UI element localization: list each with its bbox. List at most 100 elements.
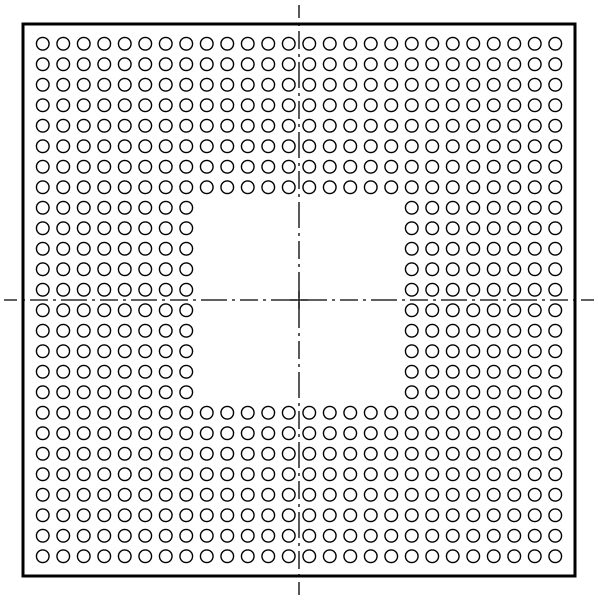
ball-pad bbox=[118, 37, 131, 50]
ball-pad bbox=[405, 406, 418, 419]
ball-pad bbox=[405, 509, 418, 522]
ball-pad bbox=[77, 160, 90, 173]
ball-pad bbox=[405, 304, 418, 317]
ball-pad bbox=[180, 488, 193, 501]
ball-pad bbox=[36, 365, 49, 378]
ball-pad bbox=[467, 345, 480, 358]
ball-pad bbox=[36, 119, 49, 132]
ball-pad bbox=[446, 99, 459, 112]
ball-pad bbox=[180, 324, 193, 337]
ball-pad bbox=[508, 37, 521, 50]
ball-pad bbox=[262, 488, 275, 501]
ball-pad bbox=[282, 181, 295, 194]
ball-pad bbox=[549, 78, 562, 91]
ball-pad bbox=[508, 181, 521, 194]
ball-pad bbox=[426, 406, 439, 419]
ball-pad bbox=[508, 283, 521, 296]
ball-pad bbox=[241, 37, 254, 50]
ball-pad bbox=[323, 119, 336, 132]
ball-pad bbox=[426, 119, 439, 132]
ball-pad bbox=[549, 181, 562, 194]
ball-pad bbox=[180, 283, 193, 296]
ball-pad bbox=[508, 488, 521, 501]
ball-pad bbox=[282, 99, 295, 112]
ball-pad bbox=[364, 509, 377, 522]
ball-pad bbox=[180, 99, 193, 112]
ball-pad bbox=[118, 58, 131, 71]
ball-pad bbox=[385, 529, 398, 542]
ball-pad bbox=[446, 201, 459, 214]
ball-pad bbox=[77, 365, 90, 378]
ball-pad bbox=[467, 550, 480, 563]
ball-pad bbox=[426, 468, 439, 481]
ball-pad bbox=[323, 529, 336, 542]
ball-pad bbox=[549, 99, 562, 112]
ball-pad bbox=[508, 242, 521, 255]
ball-pad bbox=[508, 468, 521, 481]
ball-pad bbox=[446, 283, 459, 296]
ball-pad bbox=[528, 509, 541, 522]
ball-pad bbox=[549, 365, 562, 378]
ball-pad bbox=[405, 427, 418, 440]
ball-pad bbox=[139, 78, 152, 91]
ball-pad bbox=[446, 427, 459, 440]
ball-pad bbox=[426, 160, 439, 173]
ball-pad bbox=[508, 406, 521, 419]
ball-pad bbox=[159, 304, 172, 317]
ball-pad bbox=[487, 468, 500, 481]
ball-pad bbox=[36, 529, 49, 542]
ball-pad bbox=[508, 386, 521, 399]
ball-pad bbox=[77, 201, 90, 214]
ball-pad bbox=[98, 304, 111, 317]
ball-pad bbox=[446, 386, 459, 399]
ball-pad bbox=[57, 222, 70, 235]
ball-pad bbox=[549, 201, 562, 214]
ball-pad bbox=[118, 468, 131, 481]
ball-pad bbox=[241, 447, 254, 460]
ball-pad bbox=[426, 447, 439, 460]
ball-pad bbox=[549, 406, 562, 419]
ball-pad bbox=[200, 181, 213, 194]
ball-pad bbox=[364, 550, 377, 563]
ball-pad bbox=[139, 58, 152, 71]
ball-pad bbox=[241, 160, 254, 173]
ball-pad bbox=[262, 447, 275, 460]
ball-pad bbox=[180, 427, 193, 440]
ball-pad bbox=[118, 140, 131, 153]
ball-pad bbox=[426, 324, 439, 337]
ball-pad bbox=[98, 263, 111, 276]
ball-pad bbox=[139, 345, 152, 358]
ball-pad bbox=[487, 345, 500, 358]
ball-pad bbox=[159, 406, 172, 419]
ball-pad bbox=[426, 529, 439, 542]
ball-pad bbox=[36, 550, 49, 563]
ball-pad bbox=[344, 37, 357, 50]
ball-pad bbox=[221, 78, 234, 91]
ball-pad bbox=[364, 58, 377, 71]
ball-pad bbox=[385, 181, 398, 194]
ball-pad bbox=[139, 283, 152, 296]
ball-pad bbox=[77, 406, 90, 419]
ball-pad bbox=[467, 529, 480, 542]
ball-pad bbox=[549, 37, 562, 50]
ball-pad bbox=[385, 427, 398, 440]
ball-pad bbox=[98, 119, 111, 132]
ball-pad bbox=[364, 468, 377, 481]
ball-pad bbox=[426, 365, 439, 378]
ball-pad bbox=[549, 324, 562, 337]
ball-pad bbox=[364, 488, 377, 501]
ball-pad bbox=[200, 140, 213, 153]
ball-pad bbox=[344, 140, 357, 153]
ball-pad bbox=[57, 529, 70, 542]
ball-pad bbox=[364, 119, 377, 132]
ball-pad bbox=[467, 37, 480, 50]
ball-pad bbox=[180, 550, 193, 563]
ball-pad bbox=[364, 140, 377, 153]
ball-pad bbox=[77, 181, 90, 194]
ball-pad bbox=[487, 365, 500, 378]
ball-pad bbox=[221, 140, 234, 153]
ball-pad bbox=[262, 509, 275, 522]
ball-pad bbox=[159, 550, 172, 563]
ball-pad bbox=[344, 488, 357, 501]
ball-pad bbox=[467, 201, 480, 214]
